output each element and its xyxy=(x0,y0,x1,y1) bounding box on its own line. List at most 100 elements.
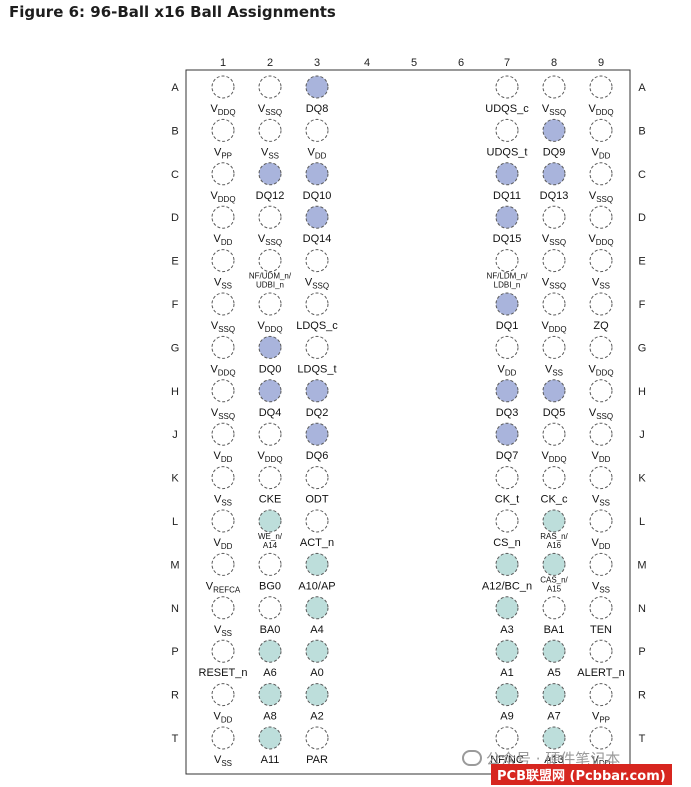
ball-circle xyxy=(211,726,235,750)
ball-circle xyxy=(211,422,235,446)
ball-circle xyxy=(542,118,566,142)
ball-label: A14 xyxy=(263,541,278,550)
ball-label: VDDQ xyxy=(541,450,566,464)
row-label-left: B xyxy=(171,125,178,137)
ball-label: VSSQ xyxy=(589,407,613,421)
ball-circle xyxy=(258,205,282,229)
ball-A8: VSSQ xyxy=(542,75,566,117)
ball-G2: DQ0 xyxy=(258,335,282,375)
ball-H3: DQ2 xyxy=(305,379,329,419)
ball-label: DQ4 xyxy=(259,407,282,419)
row-label-left: L xyxy=(172,516,178,528)
column-headers: 1 2 3 4 5 6 7 8 9 xyxy=(220,57,604,69)
ball-circle xyxy=(542,205,566,229)
ball-circle xyxy=(495,379,519,403)
ball-circle xyxy=(589,162,613,186)
ball-circle xyxy=(211,335,235,359)
ball-circle xyxy=(589,726,613,750)
ball-circle xyxy=(258,683,282,707)
ball-circle xyxy=(495,335,519,359)
ball-circle xyxy=(211,639,235,663)
column-label: 1 xyxy=(220,57,226,69)
ball-circle xyxy=(589,335,613,359)
ball-circle xyxy=(258,726,282,750)
ball-label: VREFCA xyxy=(206,580,241,594)
ball-circle xyxy=(211,292,235,316)
package-outline xyxy=(185,69,631,775)
column-label: 9 xyxy=(598,57,604,69)
row-label-right: F xyxy=(639,299,646,311)
ball-circle xyxy=(305,249,329,273)
ball-circle xyxy=(495,466,519,490)
ball-B7: UDQS_t xyxy=(487,118,527,158)
ball-circle xyxy=(542,726,566,750)
ball-circle xyxy=(258,162,282,186)
ball-F7: DQ1 xyxy=(495,292,519,332)
ball-K9: VSS xyxy=(589,466,613,508)
ball-circle xyxy=(542,75,566,99)
ball-circle xyxy=(258,422,282,446)
ball-label: CKE xyxy=(259,494,282,506)
ball-label: A1 xyxy=(500,667,513,679)
ball-B2: VSS xyxy=(258,118,282,160)
ball-label: ACT_n xyxy=(300,537,334,549)
ball-label: A12/BC_n xyxy=(482,580,532,592)
ball-label: VSSQ xyxy=(211,407,235,421)
balls: VDDQ VSSQ DQ8 UDQS_c VSSQ VDDQ VPP VSS VDD UDQS_t… xyxy=(199,75,625,768)
ball-circle xyxy=(258,379,282,403)
ball-label: VSSQ xyxy=(258,103,282,117)
row-label-left: N xyxy=(171,603,179,615)
ball-label: VSS xyxy=(545,363,563,377)
ball-K2: CKE xyxy=(258,466,282,506)
ball-label: WE_n/ xyxy=(258,532,283,541)
ball-label: VSSQ xyxy=(211,320,235,334)
ball-J2: VDDQ xyxy=(257,422,283,464)
ball-label: DQ14 xyxy=(303,233,332,245)
ball-M2: BG0 xyxy=(258,552,282,592)
ball-circle xyxy=(211,379,235,403)
ball-circle xyxy=(211,466,235,490)
ball-circle xyxy=(258,596,282,620)
ball-circle xyxy=(495,596,519,620)
ball-circle xyxy=(258,292,282,316)
ball-label: DQ6 xyxy=(306,450,329,462)
ball-circle xyxy=(305,335,329,359)
ball-label: TEN xyxy=(590,624,612,636)
ball-P3: A0 xyxy=(305,639,329,679)
ball-label: VSS xyxy=(261,146,279,160)
ball-label: A3 xyxy=(500,624,513,636)
ball-label: VSS xyxy=(214,624,232,638)
ball-label: VDD xyxy=(592,537,611,551)
ball-label: VDDQ xyxy=(588,103,613,117)
ball-label: CK_c xyxy=(541,494,568,506)
ball-label: DQ3 xyxy=(496,407,519,419)
ball-F9: ZQ xyxy=(589,292,613,332)
ball-H9: VSSQ xyxy=(589,379,613,421)
ball-circle xyxy=(305,552,329,576)
ball-label: ZQ xyxy=(593,320,609,332)
ball-D7: DQ15 xyxy=(493,205,521,245)
ball-label: DQ11 xyxy=(493,190,521,202)
ball-circle xyxy=(305,726,329,750)
ball-H2: DQ4 xyxy=(258,379,282,419)
ball-R2: A8 xyxy=(258,683,282,723)
ball-circle xyxy=(589,118,613,142)
ball-circle xyxy=(258,75,282,99)
ball-circle xyxy=(495,552,519,576)
ball-A1: VDDQ xyxy=(210,75,236,117)
ball-circle xyxy=(305,683,329,707)
ball-circle xyxy=(495,249,519,273)
ball-label: RAS_n/ xyxy=(540,532,568,541)
ball-circle xyxy=(305,422,329,446)
ball-E9: VSS xyxy=(589,249,613,291)
ball-T8: A13 xyxy=(542,726,566,766)
ball-label: A2 xyxy=(310,711,323,723)
row-label-left: F xyxy=(172,299,179,311)
row-label-right: G xyxy=(638,342,647,354)
ball-C1: VDDQ xyxy=(210,162,236,204)
ball-label: A7 xyxy=(547,711,560,723)
ball-label: DQ2 xyxy=(306,407,329,419)
row-label-right: R xyxy=(638,690,646,702)
ball-circle xyxy=(589,249,613,273)
row-headers: A A B B C C D D E E F F G G H H J J K K L L M M N N P P R R T T xyxy=(170,82,646,745)
